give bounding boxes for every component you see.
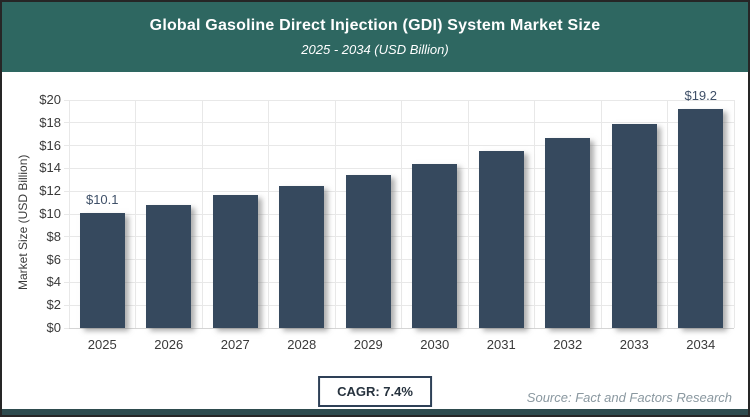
chart-title: Global Gasoline Direct Injection (GDI) S…	[149, 17, 601, 34]
chart-subtitle: 2025 - 2034 (USD Billion)	[301, 42, 449, 57]
y-axis-tick	[64, 145, 69, 147]
h-gridline	[69, 327, 734, 329]
v-gridline	[68, 100, 70, 328]
bar-2026	[146, 204, 192, 328]
v-gridline	[467, 100, 469, 328]
x-axis-tick-label: 2025	[87, 337, 117, 352]
bar-2030	[412, 163, 458, 328]
chart-section: Market Size (USD Billion) CAGR: 7.4% Sou…	[2, 72, 748, 409]
x-axis-tick-label: 2031	[486, 337, 516, 352]
bar-2025	[79, 212, 125, 328]
y-axis-tick-label: $0	[46, 320, 61, 335]
y-axis-tick-label: $14	[39, 160, 61, 176]
y-axis-tick	[64, 281, 69, 283]
y-axis-tick-label: $16	[39, 137, 61, 153]
plot-area	[68, 99, 735, 329]
bar-2029	[345, 175, 391, 328]
y-axis-tick	[64, 122, 69, 124]
y-axis-tick	[64, 327, 69, 329]
v-gridline	[135, 100, 136, 328]
bar-2032	[545, 137, 591, 328]
x-axis-tick-label: 2029	[353, 337, 383, 352]
y-axis-tick	[64, 213, 69, 215]
x-axis-tick-label: 2032	[553, 337, 583, 352]
y-axis-tick	[64, 190, 69, 192]
chart-header: Global Gasoline Direct Injection (GDI) S…	[2, 2, 748, 72]
cagr-badge: CAGR: 7.4%	[318, 376, 432, 407]
bar-2034	[678, 109, 724, 328]
y-axis-tick-label: $8	[46, 228, 61, 244]
x-axis-tick-label: 2026	[154, 337, 184, 352]
v-gridline	[268, 100, 269, 328]
x-axis-tick-label: 2030	[420, 337, 450, 352]
v-gridline	[534, 100, 535, 328]
v-gridline	[600, 100, 602, 328]
bar-value-label: $10.1	[85, 191, 119, 207]
source-attribution: Source: Fact and Factors Research	[526, 390, 732, 405]
v-gridline	[334, 100, 336, 328]
v-gridline	[401, 100, 402, 328]
y-axis-tick-label: $20	[39, 92, 61, 107]
v-gridline	[733, 100, 735, 328]
x-axis-tick-label: 2028	[287, 337, 317, 352]
y-axis-tick	[64, 99, 69, 101]
y-axis-tick-label: $2	[46, 297, 61, 313]
y-axis-tick	[64, 304, 69, 306]
bar-2033	[611, 123, 657, 328]
y-axis-tick-label: $18	[39, 114, 61, 130]
bar-2031	[478, 151, 524, 328]
bar-value-label: $19.2	[684, 88, 718, 104]
bar-2028	[279, 185, 325, 328]
footer-strip	[2, 409, 748, 415]
v-gridline	[667, 100, 668, 328]
y-axis-tick-label: $10	[39, 206, 61, 221]
y-axis-tick-label: $4	[46, 274, 61, 290]
y-axis-tick-label: $6	[46, 251, 61, 267]
v-gridline	[201, 100, 203, 328]
y-axis-tick	[64, 167, 69, 169]
x-axis-tick-label: 2027	[220, 337, 250, 352]
bar-2027	[212, 194, 258, 328]
y-axis-tick	[64, 236, 69, 238]
x-axis-tick-label: 2034	[686, 337, 716, 352]
x-axis-tick-label: 2033	[619, 337, 649, 352]
y-axis-tick	[64, 259, 69, 261]
y-axis-tick-label: $12	[39, 183, 61, 199]
